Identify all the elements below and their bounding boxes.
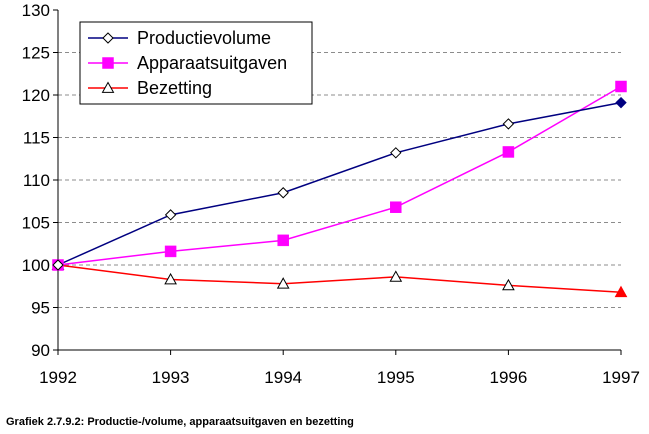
y-tick-label: 90 — [31, 341, 50, 360]
data-point-bezetting — [389, 270, 403, 282]
series-line-productievolume — [57, 101, 622, 266]
x-tick-label: 1997 — [602, 368, 640, 387]
data-point-bezetting — [614, 285, 628, 298]
x-tick-label: 1993 — [152, 368, 190, 387]
data-point-productievolume — [52, 259, 64, 271]
data-point-apparaatsuitgaven — [277, 234, 289, 247]
series-line-apparaatsuitgaven — [57, 85, 622, 266]
data-point-apparaatsuitgaven — [390, 201, 402, 213]
x-tick-label: 1995 — [377, 368, 415, 387]
x-axis-ticks: 1992 1993 1994 1995 1996 1997 — [39, 350, 640, 387]
y-tick-label: 130 — [22, 1, 50, 20]
y-tick-label: 100 — [22, 256, 50, 275]
y-tick-label: 125 — [22, 44, 50, 63]
series-line-bezetting — [57, 264, 622, 293]
data-point-bezetting — [502, 278, 515, 291]
legend-marker-productievolume — [102, 32, 114, 44]
data-point-productievolume — [164, 209, 177, 221]
legend: Productievolume Apparaatsuitgaven Bezettin… — [79, 21, 313, 105]
x-tick-label: 1994 — [264, 368, 302, 387]
data-point-productievolume — [615, 96, 627, 109]
data-point-apparaatsuitgaven — [615, 80, 627, 93]
y-tick-label: 105 — [22, 214, 50, 233]
y-tick-label: 95 — [31, 299, 50, 318]
x-tick-label: 1992 — [39, 368, 77, 387]
y-axis-ticks: 90 95 100 105 110 115 120 125 130 — [22, 1, 58, 360]
data-point-apparaatsuitgaven — [502, 146, 515, 158]
series-group — [51, 80, 628, 298]
legend-label-apparaatsuitgaven: Apparaatsuitgaven — [137, 53, 287, 73]
legend-marker-apparaatsuitgaven — [102, 57, 114, 69]
data-point-productievolume — [277, 187, 289, 199]
y-tick-label: 120 — [22, 86, 50, 105]
legend-label-productievolume: Productievolume — [137, 28, 271, 48]
data-point-productievolume — [502, 118, 515, 130]
legend-marker-bezetting — [101, 81, 115, 93]
y-tick-label: 115 — [23, 129, 50, 148]
data-point-bezetting — [164, 272, 177, 285]
data-point-apparaatsuitgaven — [164, 245, 177, 258]
data-point-productievolume — [390, 147, 402, 159]
x-tick-label: 1996 — [489, 368, 527, 387]
y-tick-label: 110 — [23, 171, 50, 190]
legend-label-bezetting: Bezetting — [137, 78, 212, 98]
data-point-bezetting — [276, 277, 290, 289]
chart-caption: Grafiek 2.7.9.2: Productie-/volume, appa… — [6, 416, 354, 428]
